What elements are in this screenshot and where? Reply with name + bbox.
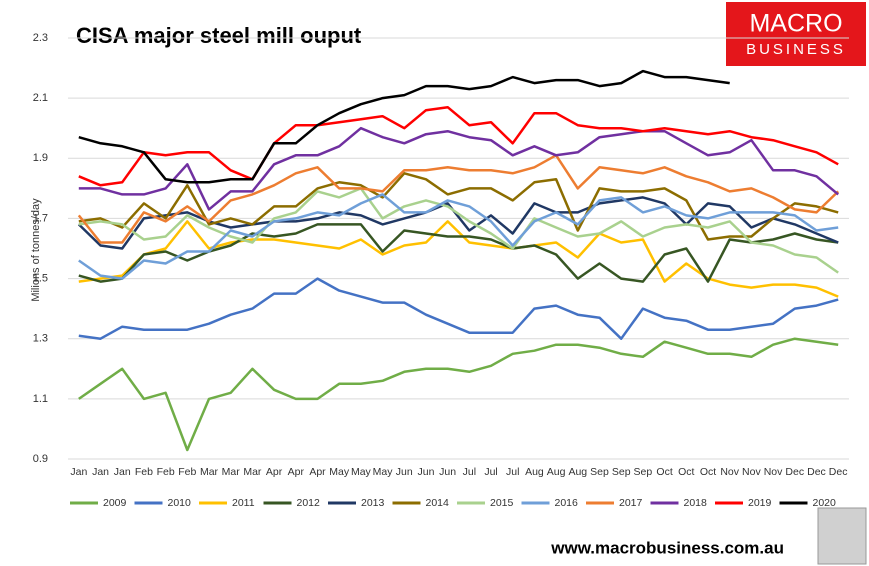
series-line xyxy=(78,187,839,274)
x-tick-label: May xyxy=(351,466,372,478)
legend-label: 2013 xyxy=(361,497,385,509)
logo-box xyxy=(726,2,866,66)
series-line xyxy=(78,126,840,211)
series-line xyxy=(78,69,730,184)
y-tick-label: 0.9 xyxy=(33,453,48,465)
legend-label: 2014 xyxy=(426,497,450,509)
x-tick-label: Jan xyxy=(70,466,87,478)
series-line xyxy=(78,220,839,298)
series-line xyxy=(78,337,839,452)
legend-label: 2011 xyxy=(232,497,255,509)
legend-label: 2019 xyxy=(748,497,772,509)
series-line xyxy=(78,193,839,280)
footer-url: www.macrobusiness.com.au xyxy=(550,538,784,557)
x-tick-label: Apr xyxy=(309,466,326,478)
x-tick-label: Jun xyxy=(396,466,413,478)
x-tick-label: Jul xyxy=(463,466,476,478)
legend-label: 2009 xyxy=(103,497,127,509)
x-tick-label: Aug xyxy=(547,466,566,478)
legend-label: 2015 xyxy=(490,497,514,509)
y-tick-label: 2.3 xyxy=(33,32,48,44)
x-tick-label: Feb xyxy=(178,466,196,478)
legend-label: 2010 xyxy=(168,497,192,509)
x-tick-label: Jun xyxy=(417,466,434,478)
x-tick-label: Nov xyxy=(742,466,761,478)
x-tick-label: Dec xyxy=(807,466,826,478)
x-tick-label: Sep xyxy=(634,466,653,478)
x-tick-label: Oct xyxy=(678,466,694,478)
logo-text: BUSINESS xyxy=(746,41,846,58)
series-line xyxy=(78,223,839,283)
x-tick-label: Apr xyxy=(288,466,305,478)
chart-title: CISA major steel mill ouput xyxy=(76,23,362,48)
y-tick-label: 1.5 xyxy=(33,272,48,284)
legend-label: 2017 xyxy=(619,497,643,509)
legend-label: 2012 xyxy=(297,497,321,509)
x-tick-label: Nov xyxy=(764,466,783,478)
x-tick-label: Mar xyxy=(222,466,241,478)
logo-text: MACRO xyxy=(749,10,842,38)
x-tick-label: May xyxy=(373,466,394,478)
x-tick-label: Apr xyxy=(266,466,283,478)
y-tick-label: 1.1 xyxy=(33,393,48,405)
x-tick-label: Jul xyxy=(484,466,497,478)
x-tick-label: Dec xyxy=(829,466,848,478)
legend-label: 2016 xyxy=(555,497,579,509)
x-tick-label: Jun xyxy=(439,466,456,478)
x-tick-label: Jan xyxy=(114,466,131,478)
x-tick-label: Jul xyxy=(506,466,519,478)
series-line xyxy=(78,105,839,187)
legend-label: 2020 xyxy=(813,497,837,509)
x-tick-label: Nov xyxy=(720,466,739,478)
x-tick-label: May xyxy=(329,466,350,478)
series-line xyxy=(78,277,839,340)
mascot-image xyxy=(817,507,867,565)
x-tick-label: Mar xyxy=(243,466,262,478)
x-tick-label: Jan xyxy=(92,466,109,478)
x-tick-label: Feb xyxy=(157,466,175,478)
y-tick-label: 2.1 xyxy=(33,92,48,104)
series-line xyxy=(77,154,840,244)
x-tick-label: Feb xyxy=(135,466,153,478)
x-tick-label: Mar xyxy=(200,466,219,478)
y-tick-label: 1.3 xyxy=(33,333,48,345)
y-tick-label: 1.9 xyxy=(33,152,48,164)
x-tick-label: Oct xyxy=(656,466,672,478)
x-tick-label: Aug xyxy=(525,466,544,478)
x-tick-label: Aug xyxy=(568,466,587,478)
y-axis-label: Milions of tonnes/day xyxy=(30,198,42,302)
x-tick-label: Dec xyxy=(785,466,804,478)
legend-label: 2018 xyxy=(684,497,708,509)
y-tick-label: 1.7 xyxy=(33,212,48,224)
x-tick-label: Sep xyxy=(612,466,631,478)
x-tick-label: Oct xyxy=(700,466,716,478)
x-tick-label: Sep xyxy=(590,466,609,478)
